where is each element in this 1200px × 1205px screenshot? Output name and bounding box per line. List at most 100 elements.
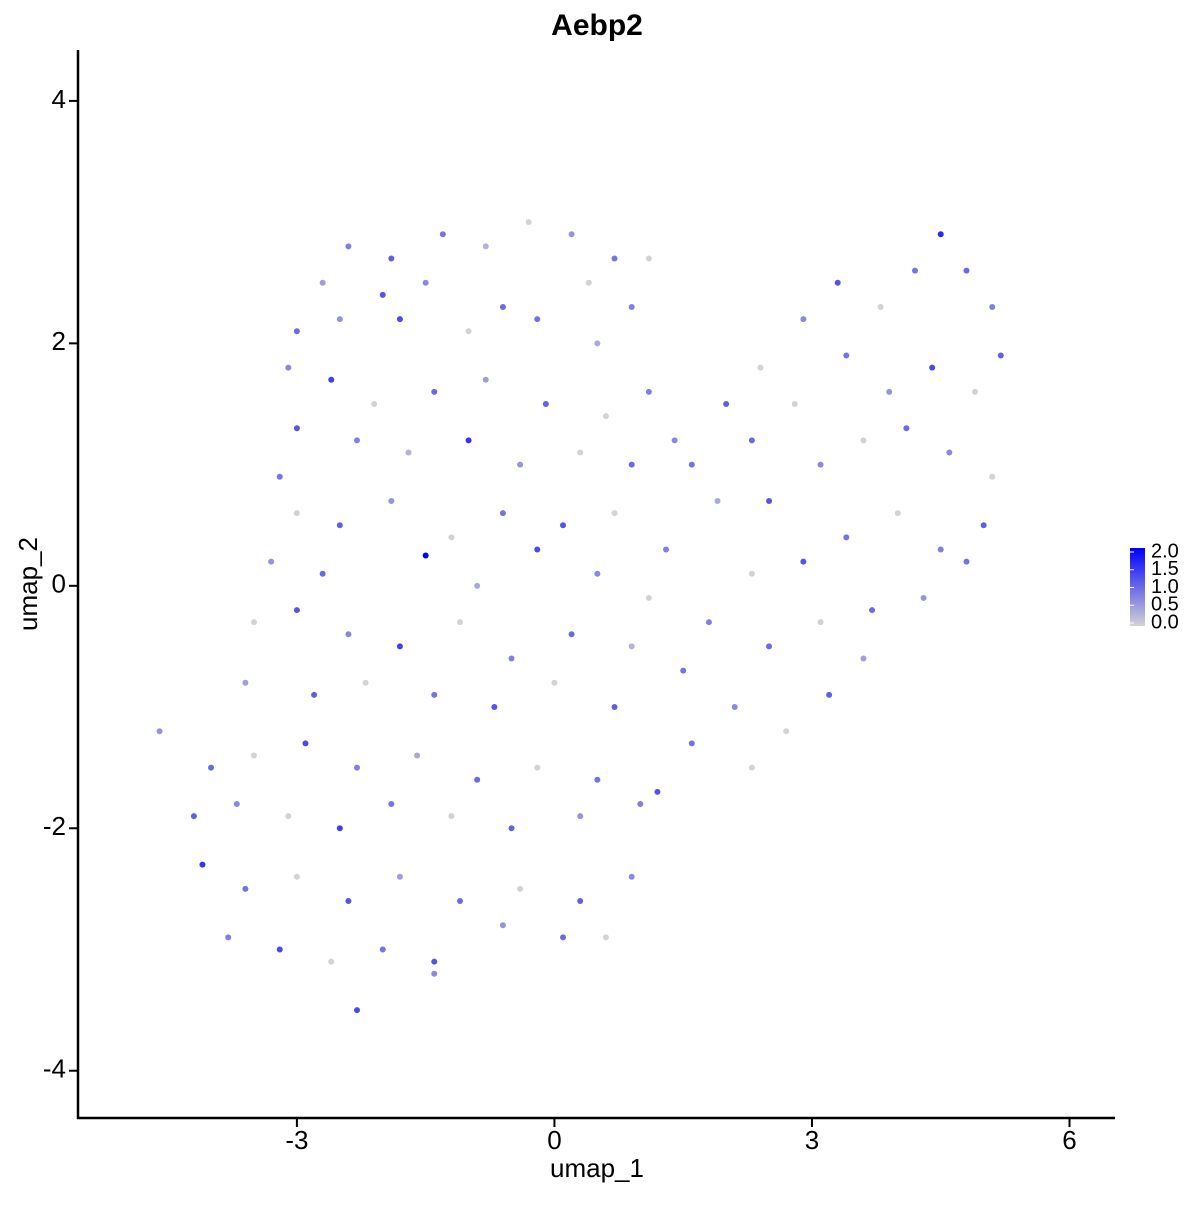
cell-point [499, 922, 506, 929]
cell-point [293, 328, 300, 335]
cell-point [628, 873, 635, 880]
cell-point [628, 643, 635, 650]
cell-point [972, 388, 979, 395]
cell-point [577, 898, 584, 905]
cell-point [242, 885, 249, 892]
cell-point [336, 825, 343, 832]
cell-point [826, 691, 833, 698]
cell-point [250, 752, 257, 759]
cell-point [654, 788, 661, 795]
y-axis-title: umap_2 [13, 537, 43, 631]
cell-point [319, 279, 326, 286]
y-tick-label: -4 [43, 1054, 66, 1084]
cell-point [534, 316, 541, 323]
cell-point [285, 813, 292, 820]
cell-point [517, 461, 524, 468]
cell-point [414, 752, 421, 759]
cell-point [560, 934, 567, 941]
cell-point [534, 546, 541, 553]
cell-point [534, 764, 541, 771]
cell-point [396, 316, 403, 323]
y-tick-label: 0 [52, 569, 66, 599]
cell-point [817, 461, 824, 468]
cell-point [431, 388, 438, 395]
colorbar-tick-label: 0.5 [1151, 594, 1179, 616]
cell-point [834, 279, 841, 286]
cell-point [671, 437, 678, 444]
cell-point [860, 655, 867, 662]
cell-point [568, 631, 575, 638]
cell-point [989, 473, 996, 480]
cell-point [242, 679, 249, 686]
cell-point [345, 898, 352, 905]
cell-point [568, 231, 575, 238]
cell-point [499, 303, 506, 310]
x-tick-label: -3 [285, 1125, 308, 1155]
cell-point [843, 534, 850, 541]
cell-point [680, 667, 687, 674]
cell-point [517, 885, 524, 892]
y-tick-label: 4 [52, 84, 66, 114]
cell-point [594, 340, 601, 347]
cell-point [319, 570, 326, 577]
cell-point [645, 255, 652, 262]
cell-point [869, 607, 876, 614]
colorbar-tick-label: 1.0 [1151, 576, 1179, 598]
cell-point [439, 231, 446, 238]
cell-point [276, 473, 283, 480]
cell-point [371, 400, 378, 407]
cell-point [688, 740, 695, 747]
cell-point [293, 510, 300, 517]
cell-point [800, 316, 807, 323]
cell-point [379, 291, 386, 298]
cell-point [989, 303, 996, 310]
cell-point [748, 764, 755, 771]
cell-point [929, 364, 936, 371]
cell-point [199, 861, 206, 868]
cell-point [482, 243, 489, 250]
cell-point [577, 813, 584, 820]
cell-point [508, 655, 515, 662]
cell-point [757, 364, 764, 371]
cell-point [508, 825, 515, 832]
chart-title: Aebp2 [551, 9, 643, 42]
cell-point [766, 643, 773, 650]
cell-point [577, 449, 584, 456]
cell-point [293, 873, 300, 880]
cell-point [268, 558, 275, 565]
x-axis-title: umap_1 [550, 1153, 644, 1183]
cell-point [379, 946, 386, 953]
cell-point [345, 631, 352, 638]
cell-point [302, 740, 309, 747]
cell-point [491, 704, 498, 711]
cell-point [525, 219, 532, 226]
cell-point [336, 316, 343, 323]
cell-point [963, 558, 970, 565]
cell-point [542, 400, 549, 407]
cell-point [886, 388, 893, 395]
cell-point [285, 364, 292, 371]
cell-point [388, 497, 395, 504]
cell-point [457, 898, 464, 905]
cell-point [311, 691, 318, 698]
cell-point [783, 728, 790, 735]
cell-point [448, 534, 455, 541]
cell-point [937, 231, 944, 238]
cell-point [431, 958, 438, 965]
cell-point [353, 1007, 360, 1014]
cell-point [482, 376, 489, 383]
cell-point [388, 801, 395, 808]
cell-point [628, 461, 635, 468]
cell-point [723, 400, 730, 407]
cell-point [293, 425, 300, 432]
cell-point [645, 388, 652, 395]
cell-point [705, 619, 712, 626]
cell-point [645, 594, 652, 601]
cell-point [628, 303, 635, 310]
x-tick-label: 3 [805, 1125, 819, 1155]
cell-point [328, 376, 335, 383]
cell-point [465, 437, 472, 444]
cell-point [800, 558, 807, 565]
cell-point [328, 958, 335, 965]
